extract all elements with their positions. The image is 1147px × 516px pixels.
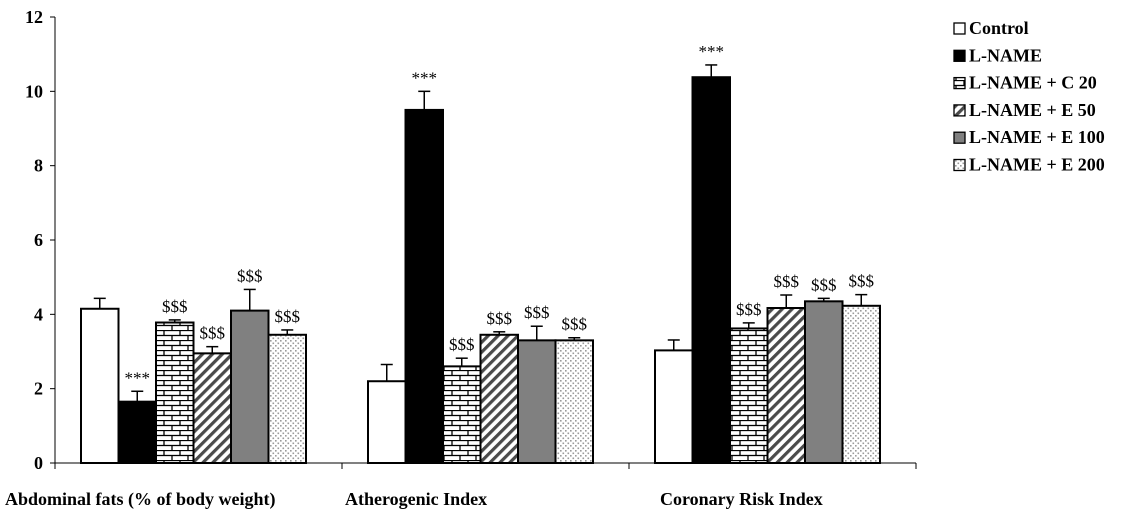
significance-label: $$$ (162, 297, 188, 316)
significance-label: $$$ (524, 303, 550, 322)
legend-swatch (953, 49, 966, 62)
significance-label: $$$ (200, 324, 226, 343)
bar (367, 380, 407, 465)
bar (192, 352, 232, 465)
legend-swatch (953, 22, 966, 35)
bar (80, 307, 120, 464)
bar (804, 300, 844, 465)
bar (554, 339, 594, 465)
plot-area: 0 2 4 6 8 10 12 Abdominal fats (% of body weigh… (5, 7, 917, 510)
significance-label: $$$ (736, 300, 762, 319)
legend-label: L-NAME + E 100 (969, 127, 1105, 147)
y-tick-label: 10 (25, 81, 43, 101)
significance-label: $$$ (487, 309, 513, 328)
legend-label: L-NAME + E 50 (969, 100, 1096, 120)
category-label: Coronary Risk Index (660, 489, 823, 509)
bar (117, 400, 157, 464)
category-label: Atherogenic Index (345, 489, 487, 509)
y-tick-label: 8 (34, 156, 43, 176)
legend-swatch (953, 131, 966, 144)
significance-label: *** (125, 368, 151, 387)
legend: Control L-NAME L-NAME + C 20 L-NAME + E 50 L… (953, 18, 1105, 175)
legend-swatch (953, 104, 966, 117)
significance-label: $$$ (237, 266, 263, 285)
bar (654, 349, 694, 465)
significance-label: $$$ (449, 335, 475, 354)
legend-label: L-NAME + E 200 (969, 155, 1105, 175)
bar (442, 365, 482, 464)
y-tick-label: 4 (34, 304, 43, 324)
bar (155, 321, 195, 465)
bar (230, 309, 270, 464)
significance-label: *** (412, 68, 438, 87)
significance-label: $$$ (774, 272, 800, 291)
significance-label: $$$ (562, 315, 588, 334)
significance-label: $$$ (275, 307, 301, 326)
y-tick-label: 6 (34, 230, 43, 250)
y-tick-label: 2 (34, 379, 43, 399)
bar (766, 307, 806, 465)
significance-label: $$$ (849, 272, 875, 291)
bar (517, 339, 557, 465)
category-label: Abdominal fats (% of body weight) (5, 489, 276, 510)
y-tick-label: 12 (25, 7, 43, 27)
legend-swatch (953, 158, 966, 172)
bar (729, 327, 769, 464)
bar (404, 108, 444, 465)
legend-label: Control (969, 18, 1029, 38)
significance-label: $$$ (811, 275, 837, 294)
significance-label: *** (699, 42, 725, 61)
bar (267, 333, 307, 464)
bar (479, 333, 519, 464)
legend-label: L-NAME + C 20 (969, 73, 1097, 93)
legend-swatch (953, 76, 966, 90)
y-tick-label: 0 (34, 453, 43, 473)
legend-label: L-NAME (969, 45, 1042, 65)
bar (841, 304, 881, 464)
bar (691, 76, 731, 465)
